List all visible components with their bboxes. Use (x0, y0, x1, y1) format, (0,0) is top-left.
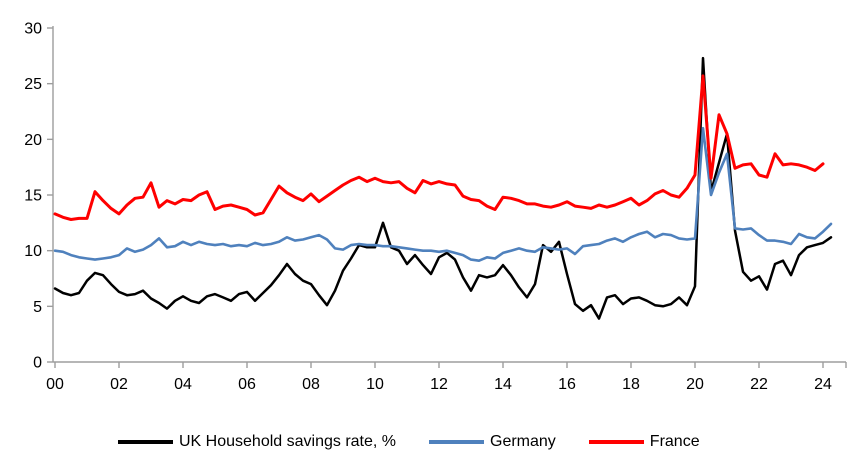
x-tick-label-18: 18 (622, 376, 640, 393)
series-line-france (53, 74, 825, 221)
x-tick-label-00: 00 (46, 376, 64, 393)
y-tick-label-15: 15 (24, 188, 42, 205)
y-tick-label-30: 30 (24, 21, 42, 38)
y-tick-label-20: 20 (24, 132, 42, 149)
legend-swatch-france (588, 440, 644, 444)
x-tick-label-20: 20 (686, 376, 704, 393)
legend-item-france: France (588, 431, 700, 453)
x-tick-label-24: 24 (814, 376, 832, 393)
legend-label-germany: Germany (490, 433, 556, 450)
y-tick-label-10: 10 (24, 243, 42, 260)
x-tick-label-08: 08 (302, 376, 320, 393)
x-tick-label-10: 10 (366, 376, 384, 393)
legend-item-germany: Germany (429, 431, 556, 453)
y-tick-label-0: 0 (33, 355, 42, 372)
x-tick-label-04: 04 (174, 376, 192, 393)
x-tick-label-22: 22 (750, 376, 768, 393)
legend-label-france: France (649, 433, 700, 450)
x-tick-label-16: 16 (558, 376, 576, 393)
legend-swatch-uk (118, 440, 173, 444)
series-line-germany (53, 126, 833, 263)
x-tick-label-02: 02 (110, 376, 128, 393)
x-tick-label-12: 12 (430, 376, 448, 393)
x-tick-label-14: 14 (494, 376, 512, 393)
legend-swatch-germany (429, 440, 484, 444)
legend-label-uk: UK Household savings rate, % (179, 433, 396, 450)
legend-item-uk: UK Household savings rate, % (118, 431, 396, 453)
y-tick-label-25: 25 (24, 76, 42, 93)
y-tick-label-5: 5 (33, 299, 42, 316)
x-tick-label-06: 06 (238, 376, 256, 393)
legend: UK Household savings rate, % Germany Franc… (118, 431, 700, 453)
